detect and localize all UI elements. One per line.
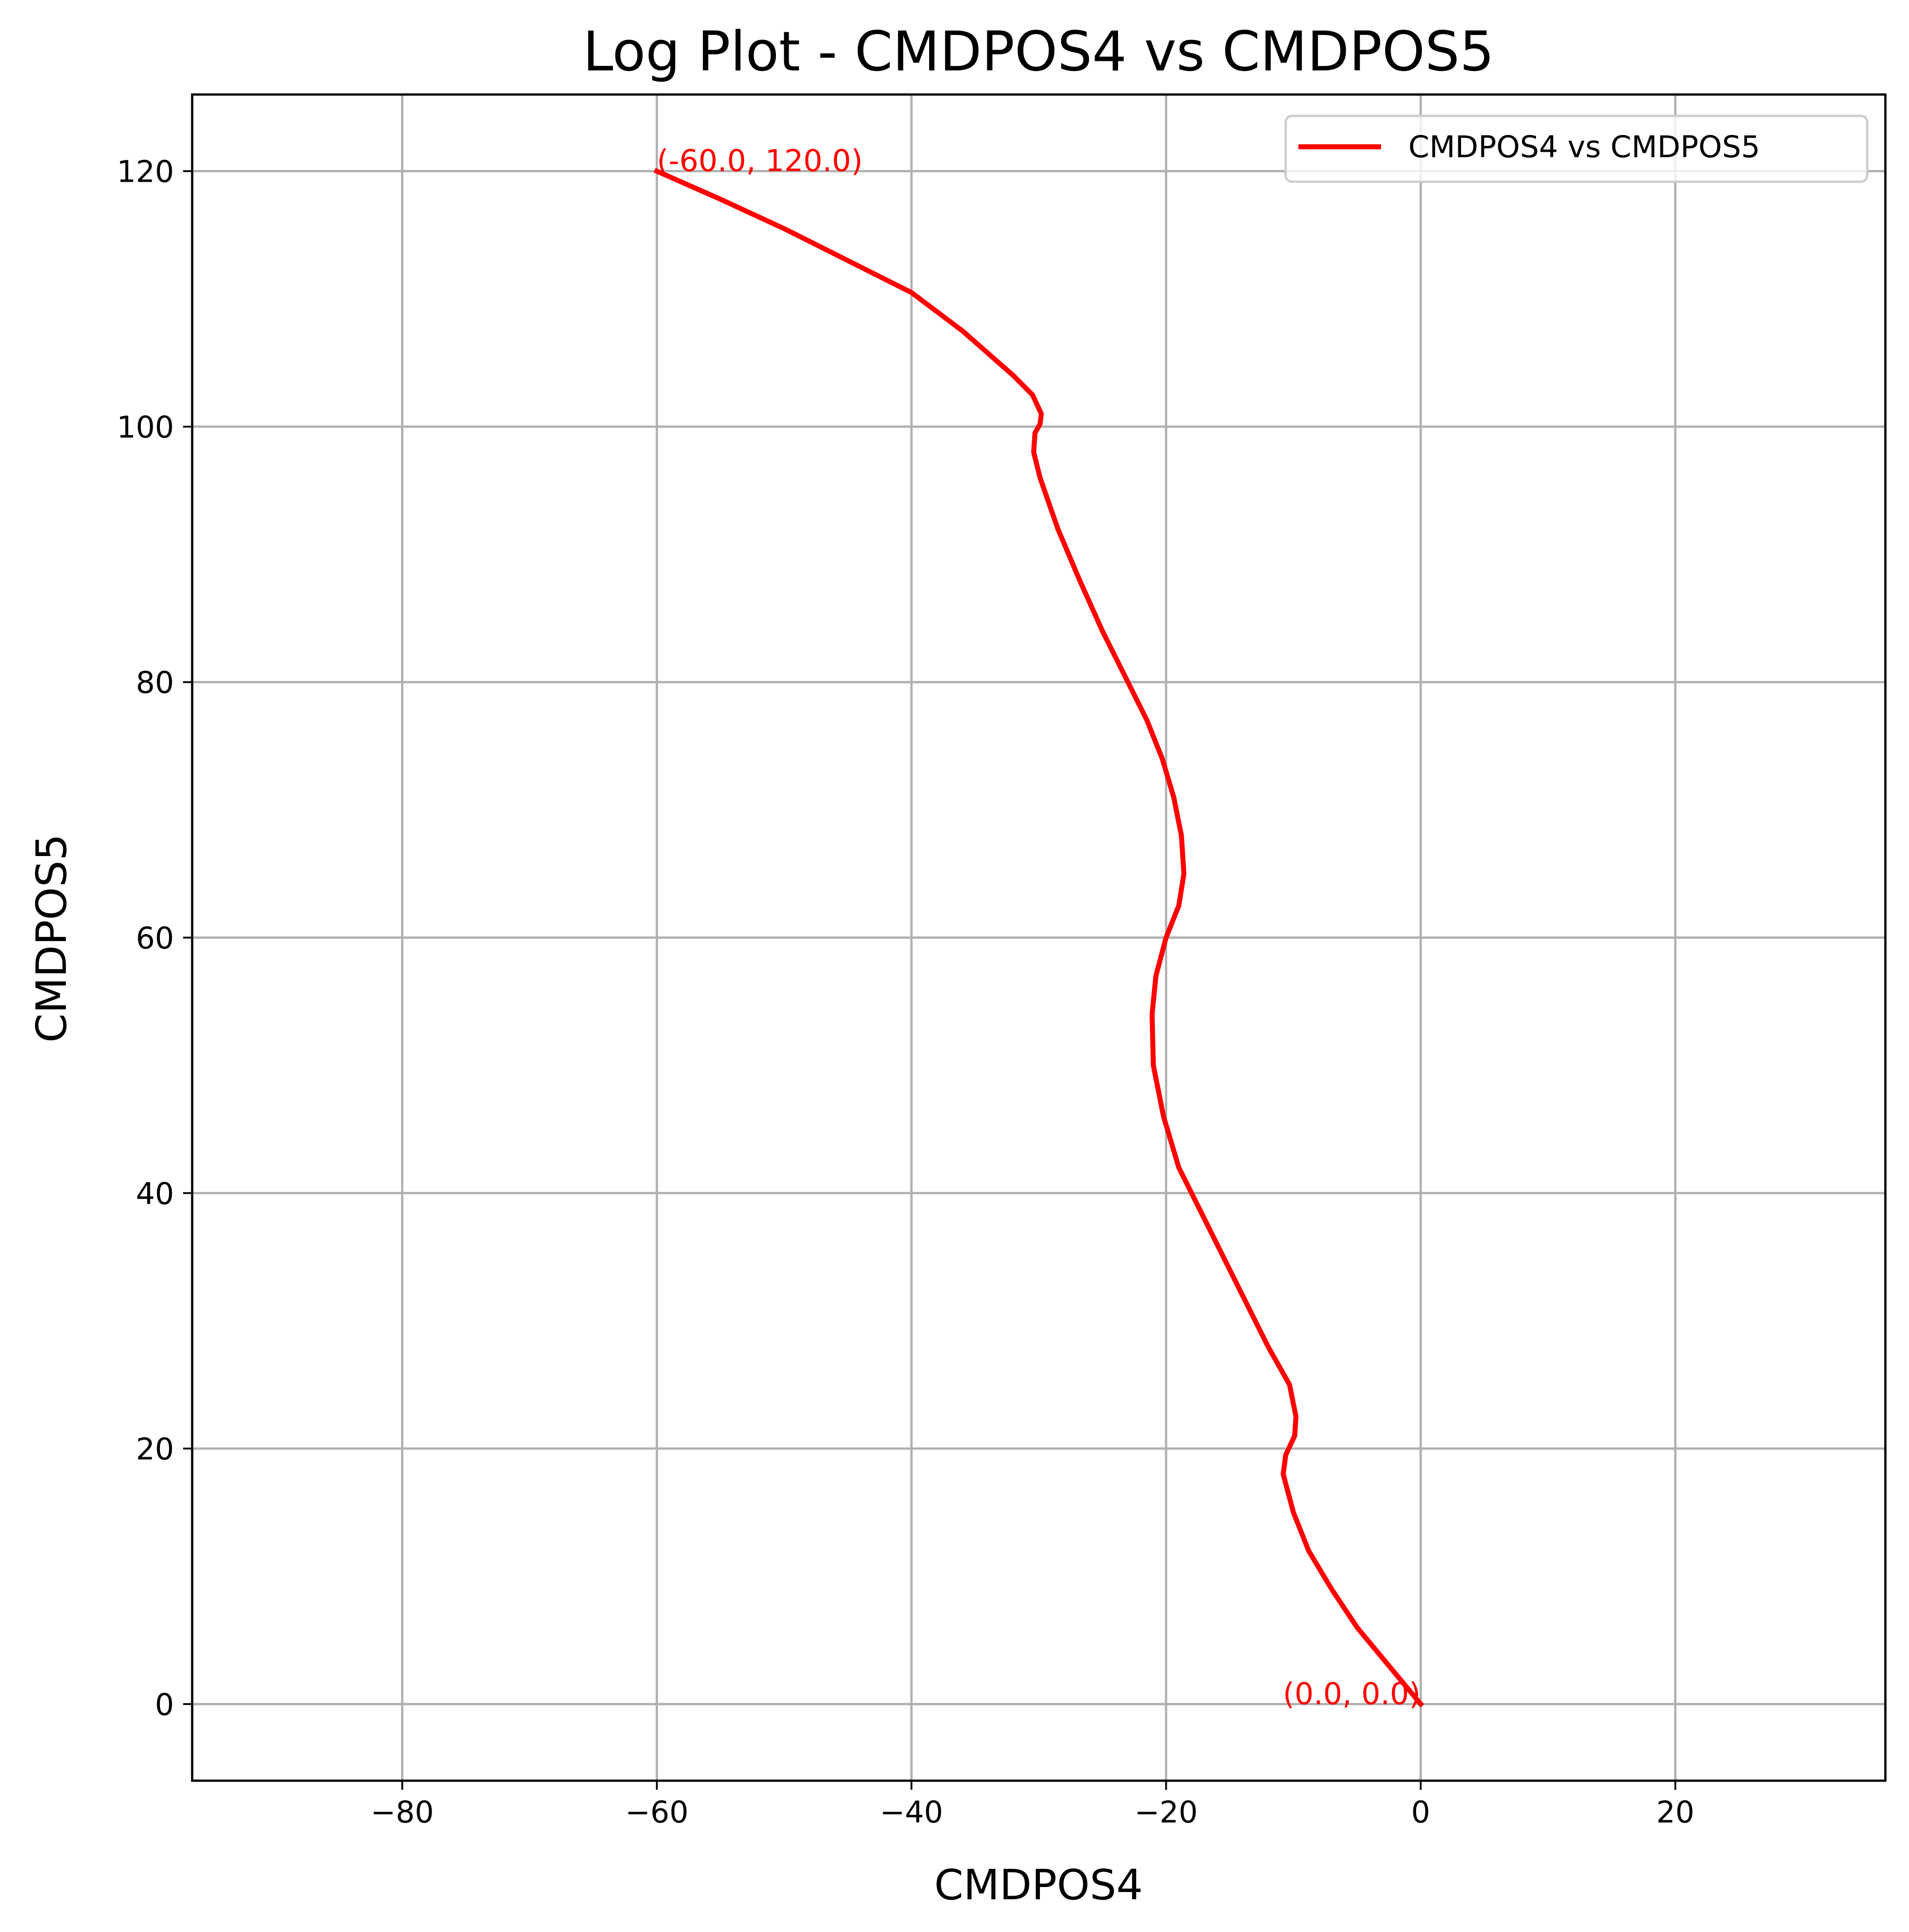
chart-title: Log Plot - CMDPOS4 vs CMDPOS5 [583, 20, 1494, 84]
axis-ticks: −80 −60 −40 −20 0 20 0 20 40 60 80 100 120 [117, 154, 1695, 1830]
y-axis-label: CMDPOS5 [27, 834, 76, 1042]
y-tick-label: 80 [136, 665, 174, 700]
y-tick-label: 40 [136, 1176, 174, 1211]
point-annotation: (-60.0, 120.0) [657, 144, 863, 179]
legend: CMDPOS4 vs CMDPOS5 [1284, 115, 1869, 183]
x-tick-label: −80 [371, 1795, 434, 1830]
y-tick-label: 120 [117, 154, 174, 189]
y-tick-label: 0 [155, 1687, 174, 1722]
legend-box [1284, 115, 1869, 183]
y-tick-label: 100 [117, 410, 174, 445]
x-tick-label: 0 [1411, 1795, 1430, 1830]
point-annotation: (0.0, 0.0) [1283, 1676, 1421, 1711]
x-tick-label: −60 [625, 1795, 688, 1830]
y-tick-label: 60 [136, 921, 174, 956]
x-tick-label: −40 [880, 1795, 943, 1830]
x-tick-label: −20 [1134, 1795, 1198, 1830]
legend-label: CMDPOS4 vs CMDPOS5 [1408, 129, 1760, 164]
y-tick-label: 20 [136, 1432, 174, 1467]
series-line [653, 168, 1424, 1708]
x-axis-label: CMDPOS4 [934, 1861, 1143, 1909]
series-layer [653, 168, 1424, 1708]
x-tick-label: 20 [1656, 1795, 1695, 1830]
annotations: (-60.0, 120.0) (0.0, 0.0) [657, 144, 1421, 1712]
